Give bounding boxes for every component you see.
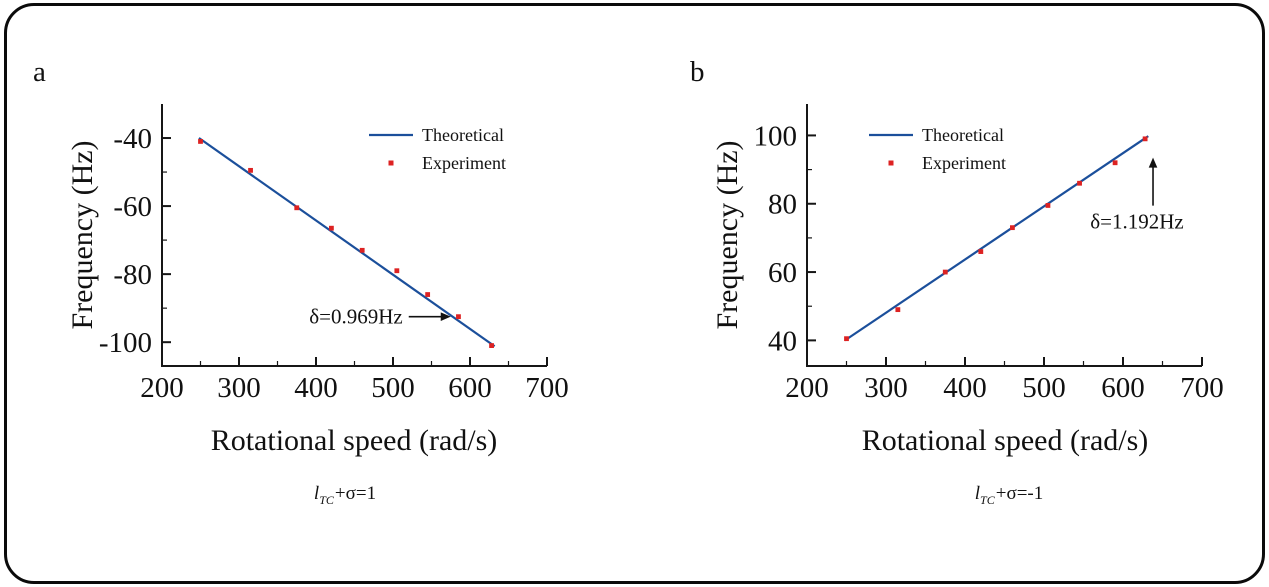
annotation-arrowhead <box>1148 157 1158 168</box>
y-tick-label: -80 <box>113 259 152 291</box>
x-tick-label: 200 <box>785 372 829 404</box>
panel-letter-b: b <box>690 56 705 88</box>
experiment-point <box>1112 160 1118 166</box>
experiment-point <box>978 249 984 254</box>
x-tick-label: 200 <box>140 372 184 404</box>
x-tick-label: 500 <box>1022 372 1066 404</box>
experiment-point <box>394 268 400 274</box>
y-tick-label: -100 <box>99 327 152 359</box>
caption-equation: +σ=-1 <box>995 483 1044 504</box>
plot-svg-a: 200 300 400 500 600 700 -100 -80 -60 -40 Theoretic… <box>99 104 569 404</box>
x-tick-label: 500 <box>371 372 415 404</box>
experiment-point <box>294 205 300 211</box>
annotation-text: δ=1.192Hz <box>1090 210 1183 234</box>
plot-svg-b: 200 300 400 500 600 700 40 60 80 100 Theoretical Ex… <box>754 104 1224 404</box>
experiment-point <box>198 139 203 144</box>
legend-label-experiment: Experiment <box>422 153 506 173</box>
annotation-text: δ=0.969Hz <box>309 305 402 329</box>
x-tick-label: 600 <box>1101 372 1145 404</box>
x-tick-label: 300 <box>217 372 261 404</box>
experiment-point <box>1045 203 1051 208</box>
y-tick-label: 40 <box>768 325 797 357</box>
caption-equation: +σ=1 <box>334 483 377 504</box>
y-tick-label: -60 <box>113 191 152 223</box>
panel-b: b Frequency (Hz) 200 300 400 500 600 700 40 60 8… <box>637 6 1269 587</box>
legend-label-theoretical: Theoretical <box>422 125 504 145</box>
panel-a: a Frequency (Hz) 200 300 400 500 600 700 -100-… <box>7 6 637 587</box>
annotation-arrowhead <box>440 312 451 321</box>
experiment-point <box>942 269 948 275</box>
experiment-point <box>329 225 334 231</box>
experiment-point <box>489 343 494 348</box>
x-axis-label: Rotational speed (rad/s) <box>861 424 1149 457</box>
caption-subscript: TC <box>980 493 995 507</box>
x-tick-label: 400 <box>294 372 338 404</box>
x-tick-label: 300 <box>864 372 908 404</box>
caption-subscript: TC <box>319 493 334 507</box>
panel-caption: lTC+σ=-1 <box>975 483 1043 508</box>
experiment-point <box>1142 136 1148 142</box>
legend-label-experiment: Experiment <box>922 153 1006 173</box>
figure-border: a Frequency (Hz) 200 300 400 500 600 700 -100-… <box>4 3 1265 584</box>
y-tick-label: 80 <box>768 189 797 221</box>
theoretical-line <box>844 135 1149 342</box>
experiment-point <box>359 247 365 253</box>
caption-symbol: l <box>313 483 320 504</box>
experiment-point <box>425 292 431 297</box>
y-tick-label: -40 <box>113 123 152 155</box>
experiment-point <box>456 314 461 320</box>
experiment-point <box>1077 180 1082 186</box>
experiment-point <box>1010 225 1015 231</box>
x-tick-label: 400 <box>943 372 987 404</box>
legend-label-theoretical: Theoretical <box>922 125 1004 145</box>
caption-symbol: l <box>974 483 981 504</box>
legend-point-marker <box>388 160 394 166</box>
experiment-point <box>248 167 253 173</box>
x-tick-label: 600 <box>448 372 492 404</box>
x-axis-label: Rotational speed (rad/s) <box>210 424 498 457</box>
x-tick-label: 700 <box>1180 372 1224 404</box>
legend-point-marker <box>888 160 894 166</box>
panel-letter-a: a <box>33 56 46 88</box>
experiment-point <box>844 336 849 342</box>
x-tick-label: 700 <box>525 372 569 404</box>
y-tick-label: 60 <box>768 257 797 289</box>
y-tick-label: 100 <box>754 120 798 152</box>
experiment-point <box>895 307 901 313</box>
panel-caption: lTC+σ=1 <box>314 483 376 508</box>
